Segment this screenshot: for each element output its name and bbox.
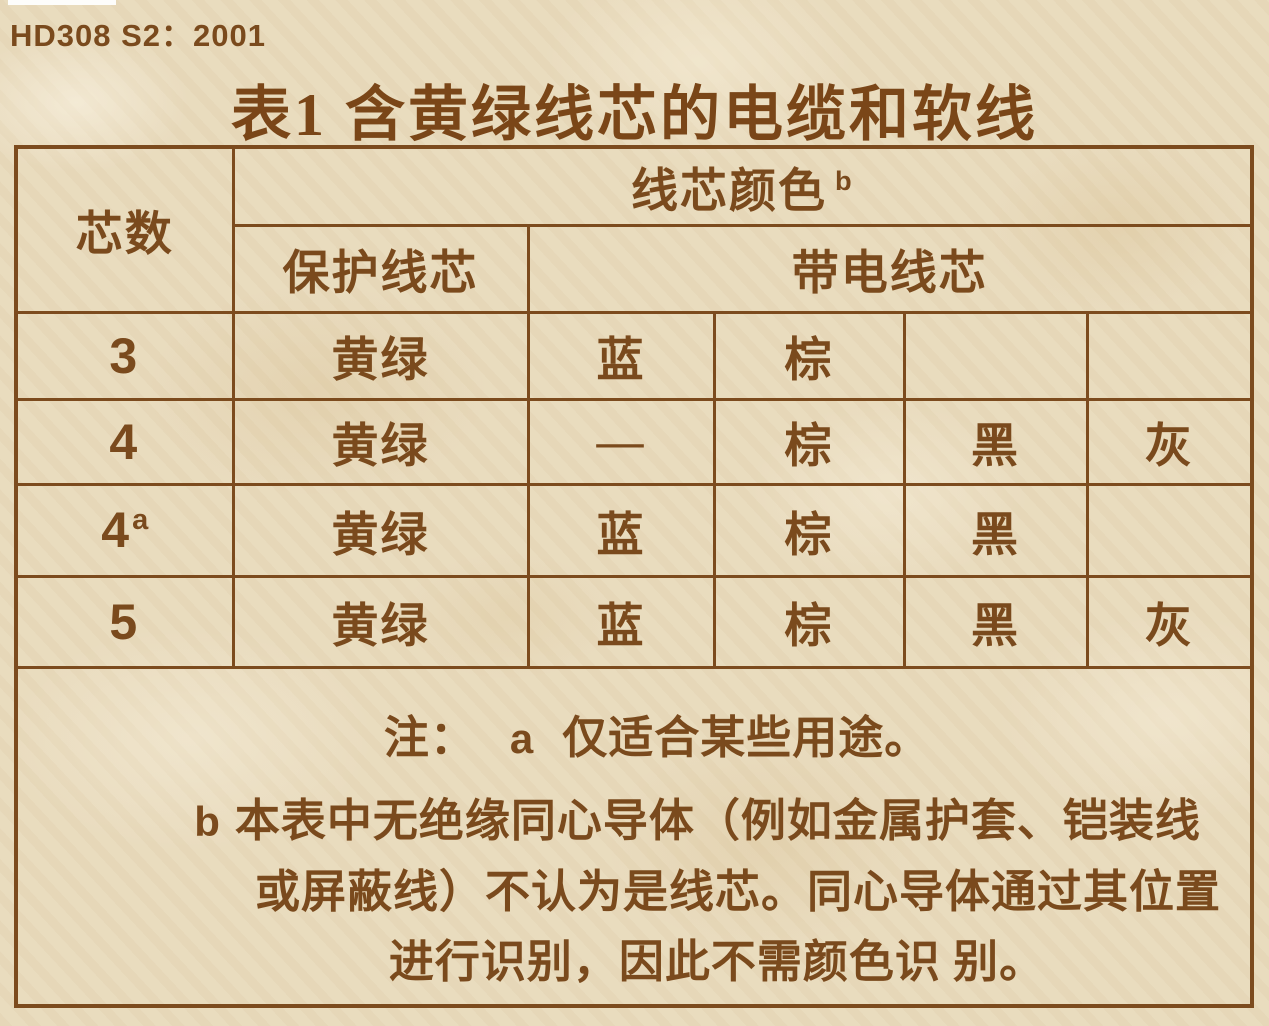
cell-live-3: 黑 bbox=[902, 574, 1089, 669]
cell-live-2: 棕 bbox=[712, 574, 906, 669]
cell-live-2: 棕 bbox=[712, 482, 906, 578]
header-core-color: 线芯颜色 b bbox=[231, 145, 1254, 227]
cell-live-2: 棕 bbox=[712, 397, 906, 486]
header-core-color-footnote-marker: b bbox=[834, 165, 854, 197]
note-b-marker: b bbox=[194, 798, 221, 846]
cell-live-4 bbox=[1085, 310, 1254, 401]
cell-live-4: 灰 bbox=[1085, 397, 1254, 486]
cable-core-color-table: 芯数 线芯颜色 b 保护线芯 带电线芯 3 黄绿 蓝 棕 4 黄绿 — 棕 黑 灰… bbox=[14, 145, 1255, 1008]
header-core-color-text: 线芯颜色 bbox=[630, 165, 827, 218]
cell-live-1: 蓝 bbox=[526, 574, 716, 669]
note-a-marker: a bbox=[509, 715, 535, 763]
note-a-text: 仅适合某些用途。 bbox=[562, 713, 931, 764]
table-row: 5 黄绿 蓝 棕 黑 灰 bbox=[14, 574, 1254, 669]
table-row: 3 黄绿 蓝 棕 bbox=[14, 310, 1254, 401]
cell-protective: 黄绿 bbox=[231, 574, 530, 669]
cell-live-1: — bbox=[526, 397, 716, 486]
table-notes: 注： a 仅适合某些用途。 b 本表中无绝缘同心导体（例如金属护套、铠装线 或屏蔽线）… bbox=[14, 665, 1254, 1008]
cores-value: 4 bbox=[109, 413, 138, 470]
cell-cores: 5 bbox=[14, 574, 235, 669]
table-title: 表1 含黄绿线芯的电缆和软线 bbox=[231, 82, 1038, 148]
notes-label: 注： bbox=[383, 713, 476, 764]
cores-value: 4 bbox=[101, 502, 130, 558]
cell-protective: 黄绿 bbox=[231, 310, 530, 401]
cell-live-1: 蓝 bbox=[526, 310, 716, 401]
cell-live-4 bbox=[1085, 482, 1254, 578]
cores-value: 5 bbox=[109, 593, 138, 650]
notes-row: 注： a 仅适合某些用途。 b 本表中无绝缘同心导体（例如金属护套、铠装线 或屏蔽线）… bbox=[14, 665, 1254, 1008]
cores-value: 3 bbox=[109, 327, 138, 384]
header-protective-core: 保护线芯 bbox=[231, 223, 530, 314]
cell-live-1: 蓝 bbox=[526, 482, 716, 578]
note-b-text-2: 或屏蔽线）不认为是线芯。同心导体通过其位置 bbox=[255, 867, 1222, 918]
cell-cores: 3 bbox=[14, 310, 235, 401]
cell-cores: 4 bbox=[14, 397, 235, 486]
cell-protective: 黄绿 bbox=[231, 482, 530, 578]
note-b-line-1: b 本表中无绝缘同心导体（例如金属护套、铠装线 bbox=[145, 788, 1250, 855]
note-b-text-1: 本表中无绝缘同心导体（例如金属护套、铠装线 bbox=[234, 796, 1201, 847]
note-b-line-3: 进行识别，因此不需颜色识 别。 bbox=[184, 929, 1250, 995]
cell-live-3: 黑 bbox=[902, 397, 1089, 486]
cell-live-2: 棕 bbox=[712, 310, 906, 401]
scan-edge-artifact bbox=[8, 0, 116, 5]
table-row: 4 黄绿 — 棕 黑 灰 bbox=[14, 397, 1254, 486]
header-row-2: 保护线芯 带电线芯 bbox=[16, 223, 1254, 314]
header-cores: 芯数 bbox=[14, 145, 235, 314]
note-a: 注： a 仅适合某些用途。 bbox=[64, 705, 1250, 772]
header-live-cores: 带电线芯 bbox=[526, 223, 1254, 314]
cell-live-3 bbox=[902, 310, 1089, 401]
cell-live-4: 灰 bbox=[1085, 574, 1254, 669]
note-b-text-3: 进行识别，因此不需颜色识 别。 bbox=[388, 937, 1046, 988]
note-b-line-2: 或屏蔽线）不认为是线芯。同心导体通过其位置 bbox=[226, 859, 1250, 925]
cores-footnote-marker: a bbox=[132, 504, 149, 537]
cell-live-3: 黑 bbox=[902, 482, 1089, 578]
cell-protective: 黄绿 bbox=[231, 397, 530, 486]
document-code: HD308 S2：2001 bbox=[10, 18, 266, 53]
header-row-1: 芯数 线芯颜色 b bbox=[14, 145, 1254, 314]
